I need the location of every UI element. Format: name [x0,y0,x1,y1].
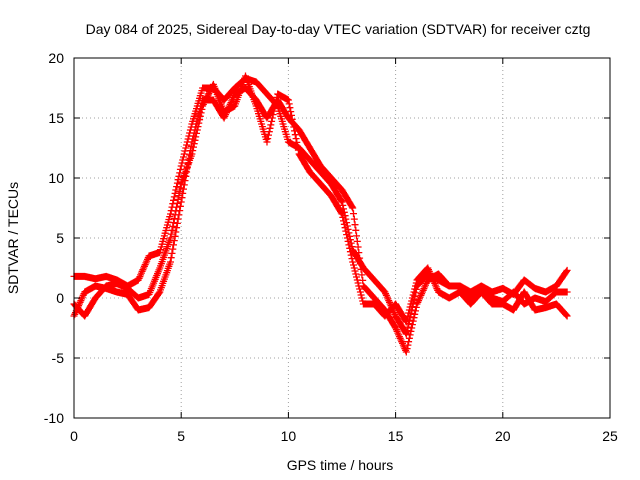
y-tick-label: 10 [48,170,64,186]
x-tick-label: 25 [602,428,618,444]
x-tick-label: 5 [177,428,185,444]
y-tick-label: 0 [56,290,64,306]
grid-lines [74,58,610,418]
x-axis-label: GPS time / hours [287,457,394,473]
x-tick-label: 15 [388,428,404,444]
y-tick-label: 15 [48,110,64,126]
chart-title: Day 084 of 2025, Sidereal Day-to-day VTE… [86,21,591,37]
y-axis-label: SDTVAR / TECUs [5,182,21,294]
y-tick-label: 5 [56,230,64,246]
y-tick-label: -5 [52,350,65,366]
series-trace-b [70,84,571,356]
x-tick-label: 0 [70,428,78,444]
axis-ticks: 0 5 10 15 20 25 -10 -5 0 5 10 15 20 [44,50,618,444]
x-tick-label: 10 [281,428,297,444]
y-tick-label: -10 [44,410,64,426]
data-points [70,72,571,356]
x-tick-label: 20 [495,428,511,444]
y-tick-label: 20 [48,50,64,66]
